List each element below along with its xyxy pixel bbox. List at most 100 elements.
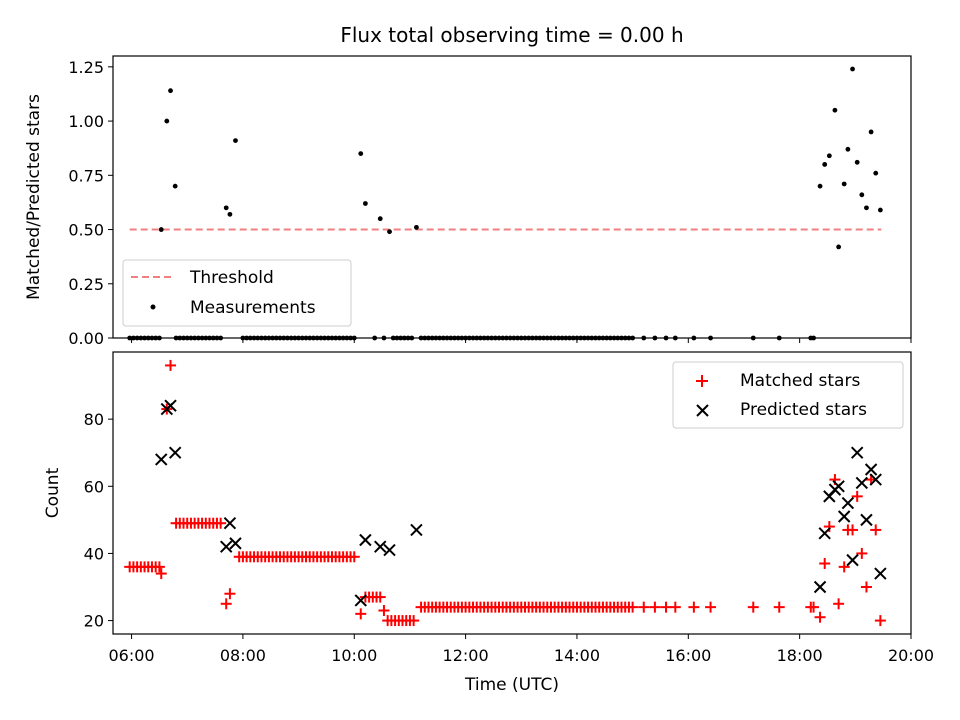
matched-star-point <box>814 611 826 623</box>
bottom-legend-box <box>672 361 904 429</box>
measurement-point <box>164 118 170 124</box>
matched-star-point <box>847 524 859 536</box>
bottom-y-axis: 20 40 60 80 <box>84 410 113 631</box>
measurement-point <box>841 181 847 187</box>
matched-star-point <box>838 561 850 573</box>
legend-matched-marker <box>696 375 708 387</box>
y-tick-label: 1.00 <box>68 112 104 131</box>
matched-star-point <box>669 601 681 613</box>
top-panel: Flux total observing time = 0.00 h 0.000… <box>24 23 912 348</box>
measurement-point <box>158 227 164 232</box>
legend-predicted-label: Predicted stars <box>740 400 867 420</box>
measurement-point <box>868 129 874 135</box>
bottom-plot-frame <box>112 351 912 635</box>
matched-star-point <box>856 547 868 559</box>
x-tick-label: 14:00 <box>554 646 600 665</box>
measurement-point <box>845 146 851 152</box>
predicted-star-point <box>223 517 237 530</box>
matched-star-point <box>378 605 390 616</box>
measurement-point <box>387 229 392 235</box>
predicted-star-point <box>219 540 233 553</box>
measurement-point <box>877 207 883 213</box>
matched-star-point <box>220 598 232 610</box>
measurement-point <box>168 88 173 94</box>
measurement-point <box>377 216 383 222</box>
y-tick-label: 60 <box>84 477 104 496</box>
matched-star-point <box>408 615 420 627</box>
matched-star-point <box>660 601 672 613</box>
measurement-point <box>850 66 855 72</box>
measurement-point <box>873 170 879 176</box>
legend-threshold-label: Threshold <box>189 268 274 288</box>
x-tick-label: 18:00 <box>777 646 823 665</box>
legend-measurements-label: Measurements <box>190 298 316 318</box>
matched-star-point <box>808 601 820 613</box>
x-tick-label: 20:00 <box>888 646 934 665</box>
predicted-star-point <box>874 567 887 580</box>
measurement-point <box>414 224 419 230</box>
matched-star-point <box>649 601 661 613</box>
predicted-star-point <box>374 540 387 553</box>
top-plot-frame <box>112 55 912 339</box>
measurement-point <box>817 183 823 189</box>
legend-predicted-marker <box>696 404 709 417</box>
y-tick-label: 0.50 <box>68 221 104 240</box>
predicted-star-point <box>359 533 372 547</box>
y-tick-label: 0.75 <box>68 166 104 185</box>
top-y-axis: 0.00 0.25 0.50 0.75 1.00 1.25 <box>68 58 113 348</box>
bottom-x-axis: 06:00 08:00 10:00 12:00 14:00 16:00 18:00 20:00 <box>109 634 934 665</box>
predicted-star-point <box>410 523 423 537</box>
matched-star-point <box>747 601 759 613</box>
predicted-star-point <box>837 510 851 523</box>
predicted-star-point <box>818 527 831 540</box>
matched-star-point <box>705 601 717 613</box>
x-tick-label: 16:00 <box>665 646 711 665</box>
y-tick-label: 20 <box>84 612 104 631</box>
measurement-point <box>362 201 368 206</box>
predicted-star-point <box>164 399 177 412</box>
measurement-point <box>822 162 828 167</box>
matched-star-point <box>153 561 165 573</box>
matched-star-point <box>224 588 236 600</box>
y-tick-label: 0.00 <box>68 329 104 348</box>
predicted-star-point <box>813 580 827 594</box>
matched-star-point <box>860 581 872 593</box>
y-tick-label: 0.25 <box>68 275 104 294</box>
measurement-point <box>233 138 238 144</box>
matched-star-point <box>355 608 367 620</box>
x-tick-label: 12:00 <box>443 646 489 665</box>
matched-star-point <box>874 615 886 627</box>
predicted-star-point <box>855 476 869 490</box>
measurement-point <box>832 107 838 113</box>
measurement-point <box>826 153 832 159</box>
measurement-point <box>864 205 869 211</box>
predicted-star-point <box>864 463 878 476</box>
matched-star-point <box>851 490 863 502</box>
y-tick-label: 40 <box>84 544 104 563</box>
x-tick-label: 10:00 <box>331 646 377 665</box>
predicted-star-point <box>841 496 855 510</box>
matched-star-point <box>374 591 386 603</box>
predicted-star-point <box>832 480 845 493</box>
predicted-star-point <box>354 594 367 607</box>
chart-title: Flux total observing time = 0.00 h <box>340 23 683 47</box>
measurement-point <box>859 192 865 198</box>
measurement-point <box>223 205 229 211</box>
matched-star-point <box>215 517 227 529</box>
matched-star-point <box>823 521 835 533</box>
bottom-panel: 20 40 60 80 06:00 08:00 10:00 12:00 14:00 16:00 1… <box>43 351 934 695</box>
x-axis-label: Time (UTC) <box>464 675 559 695</box>
matched-stars-series <box>124 359 886 627</box>
predicted-star-point <box>229 537 242 550</box>
x-tick-label: 06:00 <box>109 646 155 665</box>
legend-matched-label: Matched stars <box>740 371 860 391</box>
y-tick-label: 80 <box>84 410 104 429</box>
measurement-point <box>358 151 364 157</box>
matched-star-point <box>348 551 360 563</box>
top-legend: Threshold Measurements <box>122 259 352 327</box>
measurement-point <box>854 159 860 165</box>
matched-star-point <box>165 359 177 371</box>
y-tick-label: 1.25 <box>68 58 104 77</box>
measurement-point <box>836 244 842 250</box>
